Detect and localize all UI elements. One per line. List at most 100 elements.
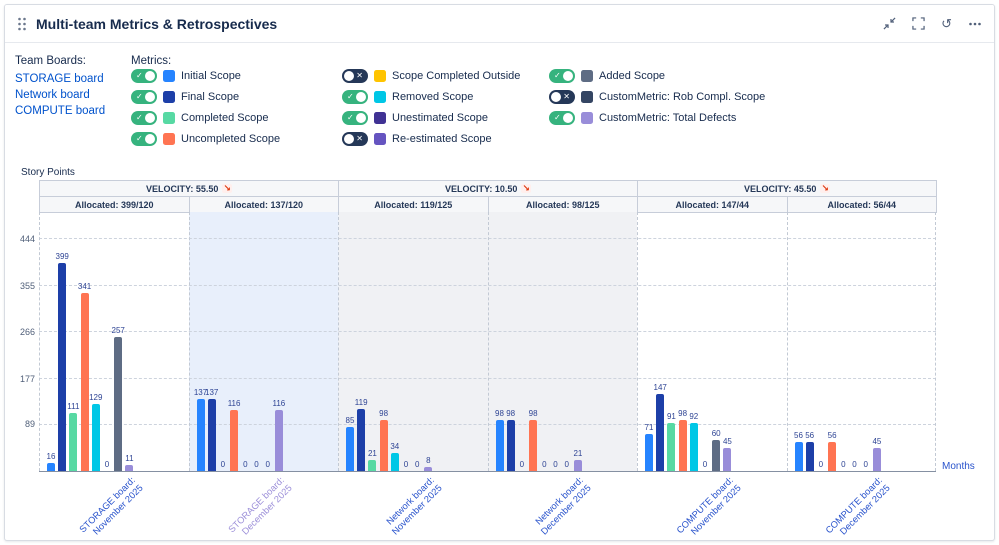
metric-toggle[interactable]: ✓: [131, 111, 157, 125]
legend-item: ✓ Completed Scope: [131, 111, 280, 125]
bar-removed-scope[interactable]: [689, 422, 698, 471]
trend-down-icon: ↘: [820, 182, 830, 194]
bar-uncompleted-scope[interactable]: [379, 419, 388, 471]
metric-color-swatch: [581, 70, 593, 82]
x-axis-group-label-text: STORAGE board: November 2025: [77, 475, 145, 537]
bar-value-label: 0: [104, 460, 110, 469]
bar-final-scope[interactable]: [506, 419, 515, 471]
bar-final-scope[interactable]: [207, 399, 216, 471]
metric-label: Completed Scope: [181, 112, 269, 124]
x-icon: ✕: [563, 92, 570, 101]
metric-toggle[interactable]: ✓: [131, 132, 157, 146]
metric-toggle[interactable]: ✓: [342, 90, 368, 104]
bar-value-label: 56: [827, 430, 837, 440]
bar-value-label: 0: [702, 460, 708, 469]
bar-value-label: 399: [55, 251, 69, 261]
history-refresh-icon[interactable]: ↺: [941, 16, 952, 31]
bar-custommetric-total-defects[interactable]: [723, 447, 732, 471]
allocated-cell: Allocated: 119/125: [338, 196, 489, 213]
check-icon: ✓: [136, 134, 143, 143]
y-tick-label: 444: [19, 234, 35, 244]
check-icon: ✓: [347, 113, 354, 122]
bar-custommetric-total-defects[interactable]: [573, 460, 582, 471]
legend-item: ✕ CustomMetric: Rob Compl. Scope: [549, 90, 765, 104]
bar-uncompleted-scope[interactable]: [80, 292, 89, 471]
metric-toggle[interactable]: ✕: [342, 132, 368, 146]
group-separator: [188, 212, 190, 471]
drag-handle-icon[interactable]: [17, 16, 27, 32]
metric-toggle[interactable]: ✓: [549, 69, 575, 83]
legend-item: ✓ Unestimated Scope: [342, 111, 520, 125]
allocated-cell: Allocated: 147/44: [637, 196, 788, 213]
check-icon: ✓: [136, 92, 143, 101]
metric-toggle[interactable]: ✕: [549, 90, 575, 104]
y-tick-label: 355: [19, 280, 35, 291]
fullscreen-icon[interactable]: [912, 17, 925, 30]
bar-value-label: 341: [77, 281, 92, 291]
metric-toggle[interactable]: ✓: [549, 111, 575, 125]
board-link[interactable]: COMPUTE board: [15, 105, 106, 117]
bar-value-label: 60: [711, 428, 721, 438]
bar-value-label: 56: [805, 430, 815, 440]
bar-value-label: 16: [46, 451, 56, 461]
bar-custommetric-total-defects[interactable]: [424, 466, 433, 471]
bar-added-scope[interactable]: [712, 439, 721, 471]
bar-initial-scope[interactable]: [346, 426, 354, 471]
bar-final-scope[interactable]: [357, 408, 366, 471]
bar-removed-scope[interactable]: [390, 453, 399, 471]
bar-uncompleted-scope[interactable]: [230, 410, 239, 471]
bar-value-label: 92: [689, 411, 699, 421]
bar-uncompleted-scope[interactable]: [678, 419, 687, 471]
bar-initial-scope[interactable]: [495, 419, 504, 471]
bar-value-label: 45: [872, 436, 882, 446]
metric-toggle[interactable]: ✕: [342, 69, 368, 83]
x-axis-group-label-text: STORAGE board: December 2025: [226, 475, 294, 537]
bar-completed-scope[interactable]: [69, 413, 78, 471]
bar-value-label: 137: [193, 388, 208, 398]
metric-toggle[interactable]: ✓: [342, 111, 368, 125]
metric-label: Added Scope: [599, 70, 666, 82]
metric-label: Unestimated Scope: [392, 112, 488, 124]
metric-label: CustomMetric: Total Defects: [599, 112, 737, 124]
toggle-knob: [356, 92, 366, 102]
bar-value-label: 0: [818, 460, 824, 469]
velocity-cell: VELOCITY: 55.50 ↘: [39, 180, 339, 197]
bar-final-scope[interactable]: [656, 394, 665, 471]
board-link[interactable]: Network board: [15, 89, 90, 101]
trend-down-icon: ↘: [222, 182, 232, 194]
bar-added-scope[interactable]: [114, 336, 123, 471]
bar-removed-scope[interactable]: [91, 403, 100, 471]
collapse-icon[interactable]: [883, 17, 896, 30]
bar-final-scope[interactable]: [58, 262, 67, 471]
legend-item: ✕ Re-estimated Scope: [342, 132, 520, 146]
velocity-value: VELOCITY: 10.50: [445, 183, 518, 194]
bar-custommetric-total-defects[interactable]: [125, 465, 134, 471]
bar-value-label: 119: [354, 397, 368, 407]
toggle-knob: [145, 134, 155, 144]
bar-uncompleted-scope[interactable]: [529, 419, 538, 471]
bar-initial-scope[interactable]: [794, 441, 803, 471]
bar-final-scope[interactable]: [805, 441, 814, 471]
bar-custommetric-total-defects[interactable]: [872, 447, 881, 471]
bar-value-label: 0: [243, 460, 248, 469]
metric-toggle[interactable]: ✓: [131, 69, 157, 83]
bar-value-label: 0: [564, 460, 569, 469]
metric-color-swatch: [374, 133, 386, 145]
board-link[interactable]: STORAGE board: [15, 73, 104, 85]
bar-value-label: 0: [863, 460, 868, 469]
bar-uncompleted-scope[interactable]: [828, 441, 837, 471]
bar-completed-scope[interactable]: [368, 460, 377, 471]
bar-completed-scope[interactable]: [667, 423, 676, 471]
bar-value-label: 34: [390, 442, 400, 452]
chart: Story Points VELOCITY: 55.50 ↘ VELOCITY: 1…: [5, 167, 994, 540]
bar-value-label: 111: [67, 402, 80, 411]
metric-toggle[interactable]: ✓: [131, 90, 157, 104]
x-icon: ✕: [356, 134, 363, 143]
bar-initial-scope[interactable]: [47, 462, 55, 471]
bar-initial-scope[interactable]: [196, 399, 205, 471]
bar-custommetric-total-defects[interactable]: [274, 410, 283, 471]
more-menu-icon[interactable]: [968, 17, 982, 31]
bar-initial-scope[interactable]: [645, 433, 653, 471]
bar-value-label: 0: [852, 460, 857, 469]
legend-item: ✓ Added Scope: [549, 69, 765, 83]
